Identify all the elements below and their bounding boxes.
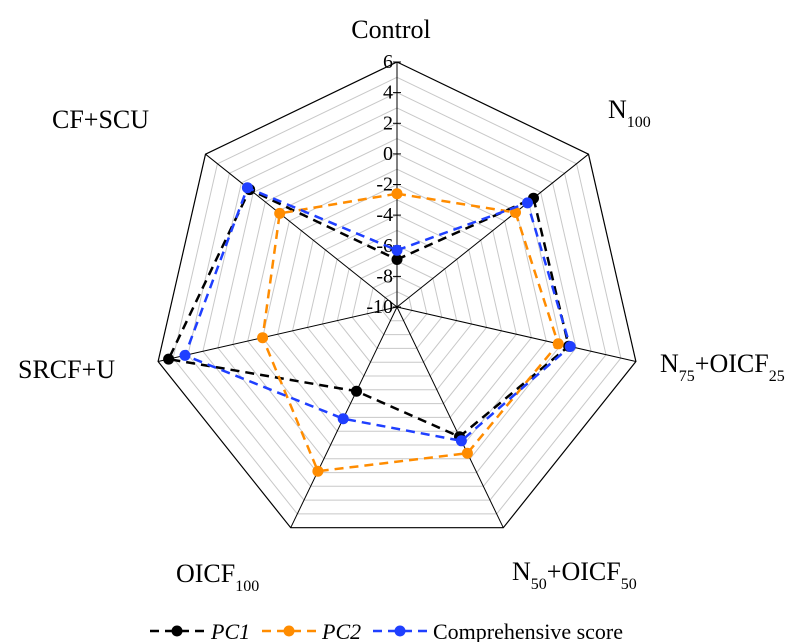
data-point [391,188,403,200]
data-point [351,385,362,397]
grid-ring [381,291,413,322]
grid-ring [336,245,458,363]
axis-spoke [396,153,589,308]
legend: PC1 PC2 Comprehensive score [150,619,623,642]
grid-ring [366,275,428,336]
grid-ring [262,168,532,432]
grid-ring [157,61,637,529]
tick-label: -2 [376,174,393,196]
data-point [312,465,324,477]
radar-grid [157,61,637,529]
axis-label: SRCF+U [18,355,115,384]
axis-spoke [396,306,504,528]
data-point [552,338,564,350]
tick-label: 2 [383,112,393,134]
legend-marker [171,625,183,637]
tick-label: 6 [383,51,393,73]
axis-label: N100 [608,95,651,131]
grid-ring [202,107,592,487]
tick-label: -8 [376,265,393,287]
legend-label: Comprehensive score [433,619,623,642]
grid-ring [277,183,517,418]
legend-item: Comprehensive score [373,619,623,642]
axis-label: N75+OICF25 [660,349,785,385]
axis-spoke [157,306,398,362]
axis-label: OICF100 [176,559,259,595]
grid-ring [232,138,562,460]
legend-marker [283,625,295,637]
data-point [455,435,467,447]
data-point [461,447,473,459]
series-comprehensive-score [179,182,576,447]
tick-label: 4 [383,82,393,104]
legend-item: PC2 [262,619,361,642]
series-layer [163,182,576,477]
axis-label: Control [351,15,430,44]
series-pc2 [257,188,564,477]
grid-ring [321,229,473,377]
grid-ring [306,214,488,391]
series-line [261,192,560,473]
legend-marker [394,625,406,637]
grid-ring [351,260,443,349]
data-point [510,207,521,218]
grid-ring [217,122,577,474]
grid-ring [172,76,622,515]
legend-label: PC1 [210,619,250,642]
data-point [179,349,191,361]
data-point [241,182,253,194]
tick-label: -4 [376,204,393,226]
axis-labels: Control N100 N75+OICF25 N50+OICF50 OICF100 SR… [18,15,785,595]
axis-spoke [396,306,637,362]
tick-label: -10 [366,296,393,318]
legend-item: PC1 [150,619,250,642]
grid-ring [187,92,607,501]
axis-label: CF+SCU [52,105,149,134]
legend-label: PC2 [321,619,361,642]
data-point [337,413,349,425]
data-point [257,332,269,344]
series-line [183,186,572,443]
data-point [391,244,403,256]
data-point [564,341,576,352]
axis-spoke [205,153,398,308]
tick-label: 0 [383,143,393,165]
axis-label: N50+OICF50 [512,557,637,593]
data-point [522,197,533,209]
grid-ring [291,199,503,405]
data-point [163,353,175,365]
data-point [391,254,403,265]
data-point [274,207,286,219]
